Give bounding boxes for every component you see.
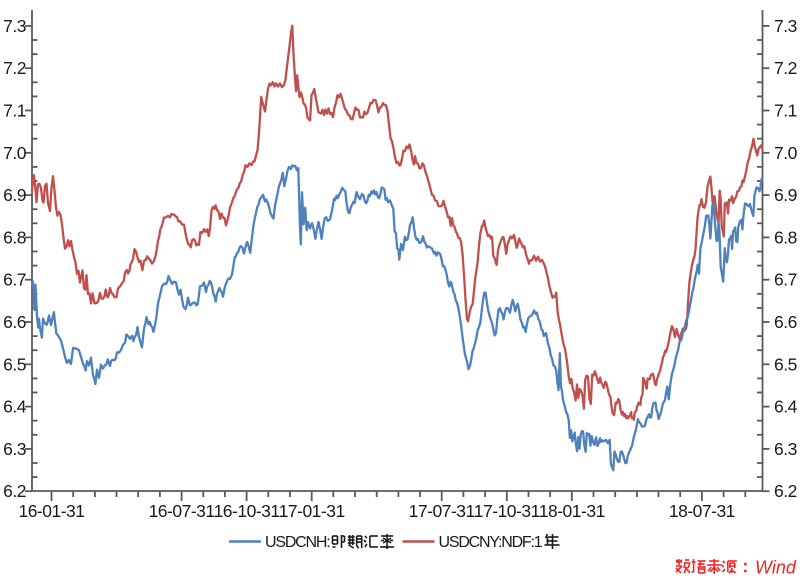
svg-text:7.2: 7.2: [774, 58, 797, 78]
svg-text:17-10-31: 17-10-31: [474, 501, 540, 521]
svg-text:6.7: 6.7: [3, 270, 26, 290]
svg-text:18-01-31: 18-01-31: [539, 501, 605, 521]
svg-text:6.4: 6.4: [774, 397, 798, 417]
svg-text:7.3: 7.3: [3, 16, 26, 36]
svg-text:6.6: 6.6: [3, 312, 26, 332]
svg-text:6.2: 6.2: [3, 481, 26, 501]
svg-text:6.3: 6.3: [774, 439, 797, 459]
svg-text:6.7: 6.7: [774, 270, 797, 290]
svg-text:7.2: 7.2: [3, 58, 26, 78]
svg-text:7.1: 7.1: [3, 101, 26, 121]
svg-text:7.1: 7.1: [774, 101, 797, 121]
svg-text:6.5: 6.5: [774, 354, 797, 374]
svg-text:16-07-31: 16-07-31: [149, 501, 215, 521]
svg-text:7.0: 7.0: [774, 143, 798, 163]
svg-text:7.3: 7.3: [774, 16, 797, 36]
svg-text:Wind: Wind: [755, 558, 797, 578]
svg-text:USDCNY:NDF:1: USDCNY:NDF:1: [439, 534, 543, 551]
svg-text:6.9: 6.9: [3, 185, 26, 205]
svg-text:6.5: 6.5: [3, 354, 26, 374]
svg-text:7.0: 7.0: [3, 143, 27, 163]
svg-text:16-01-31: 16-01-31: [18, 501, 84, 521]
svg-text:6.3: 6.3: [3, 439, 26, 459]
svg-text:18-07-31: 18-07-31: [669, 501, 735, 521]
svg-text:6.9: 6.9: [774, 185, 797, 205]
svg-text:6.8: 6.8: [3, 227, 26, 247]
svg-text:16-10-31: 16-10-31: [214, 501, 280, 521]
svg-text:17-07-31: 17-07-31: [409, 501, 475, 521]
svg-text:6.6: 6.6: [774, 312, 797, 332]
svg-text:6.4: 6.4: [3, 397, 27, 417]
svg-text:6.2: 6.2: [774, 481, 797, 501]
svg-text:6.8: 6.8: [774, 227, 797, 247]
svg-text:USDCNH:: USDCNH:: [265, 534, 330, 551]
svg-text:17-01-31: 17-01-31: [279, 501, 345, 521]
